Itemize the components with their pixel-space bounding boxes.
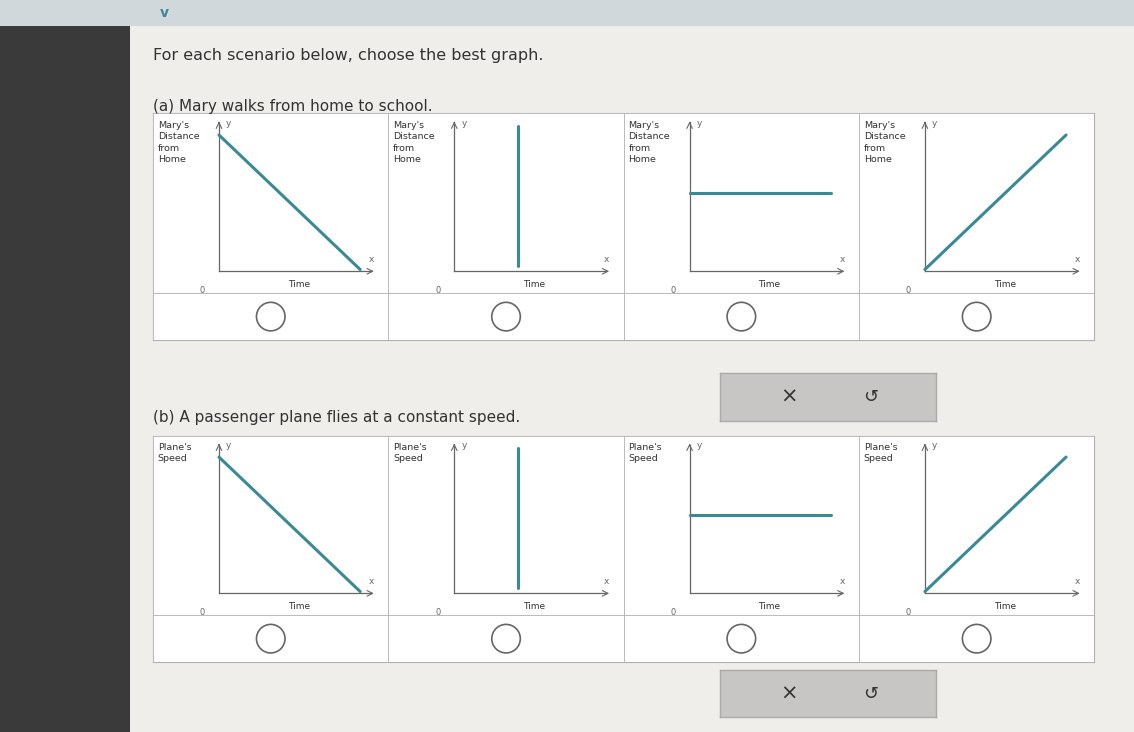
Ellipse shape [963, 302, 991, 331]
Text: Mary's
Distance
from
Home: Mary's Distance from Home [628, 121, 670, 164]
Text: Plane's
Speed: Plane's Speed [393, 443, 426, 463]
Text: 0: 0 [906, 285, 911, 294]
Text: y: y [226, 441, 231, 450]
Text: For each scenario below, choose the best graph.: For each scenario below, choose the best… [153, 48, 543, 62]
Text: y: y [462, 119, 467, 128]
Text: Mary's
Distance
from
Home: Mary's Distance from Home [864, 121, 905, 164]
Text: (b) A passenger plane flies at a constant speed.: (b) A passenger plane flies at a constan… [153, 410, 521, 425]
Text: 0: 0 [435, 285, 440, 294]
Text: 0: 0 [670, 608, 676, 616]
Text: Time: Time [288, 602, 310, 611]
Text: Time: Time [759, 602, 780, 611]
Text: x: x [604, 255, 610, 264]
Text: y: y [932, 441, 938, 450]
Text: x: x [604, 578, 610, 586]
Ellipse shape [727, 624, 755, 653]
Text: Mary's
Distance
from
Home: Mary's Distance from Home [393, 121, 434, 164]
Text: Time: Time [759, 280, 780, 289]
Text: Time: Time [993, 602, 1016, 611]
Text: x: x [369, 578, 374, 586]
Text: y: y [462, 441, 467, 450]
Text: 0: 0 [906, 608, 911, 616]
Text: ↺: ↺ [863, 684, 879, 703]
Ellipse shape [256, 624, 285, 653]
Text: 0: 0 [435, 608, 440, 616]
Text: Time: Time [523, 602, 545, 611]
Text: Time: Time [993, 280, 1016, 289]
Text: 0: 0 [200, 608, 205, 616]
Text: x: x [839, 255, 845, 264]
Text: x: x [369, 255, 374, 264]
Text: x: x [1075, 255, 1081, 264]
Text: Time: Time [523, 280, 545, 289]
Text: y: y [226, 119, 231, 128]
Text: Plane's
Speed: Plane's Speed [628, 443, 662, 463]
Text: 0: 0 [200, 285, 205, 294]
Text: y: y [696, 119, 702, 128]
Ellipse shape [256, 302, 285, 331]
Ellipse shape [492, 624, 521, 653]
Text: (a) Mary walks from home to school.: (a) Mary walks from home to school. [153, 99, 433, 113]
Ellipse shape [963, 624, 991, 653]
Ellipse shape [727, 302, 755, 331]
Text: ×: × [780, 684, 798, 703]
Text: v: v [160, 6, 169, 20]
Text: Plane's
Speed: Plane's Speed [864, 443, 897, 463]
Text: Time: Time [288, 280, 310, 289]
Ellipse shape [492, 302, 521, 331]
Text: Mary's
Distance
from
Home: Mary's Distance from Home [158, 121, 200, 164]
Text: 0: 0 [670, 285, 676, 294]
Text: x: x [839, 578, 845, 586]
Text: x: x [1075, 578, 1081, 586]
Text: ↺: ↺ [863, 388, 879, 406]
Text: Plane's
Speed: Plane's Speed [158, 443, 192, 463]
Text: ×: × [780, 387, 798, 407]
Text: y: y [932, 119, 938, 128]
Text: y: y [696, 441, 702, 450]
